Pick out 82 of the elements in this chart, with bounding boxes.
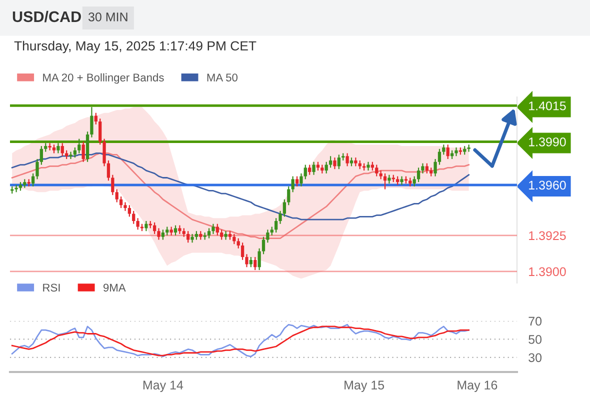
candlestick [128,204,131,218]
y-tick-label: 1.3960 [529,180,566,190]
candlestick [56,142,60,154]
candlestick [308,164,312,176]
candlestick [346,152,349,167]
candlestick [291,176,294,193]
candlestick [161,229,165,240]
candlestick [333,157,336,170]
candlestick [446,144,450,160]
y-tick-label: 1.3990 [529,138,566,146]
candlestick [438,148,442,166]
y-tick-label: 70 [528,316,542,326]
candlestick [258,248,261,271]
candlestick [240,242,244,260]
candlestick [434,158,437,177]
candlestick [212,223,215,235]
candlestick [207,228,211,239]
candlestick [254,256,257,271]
candlestick [216,223,219,236]
candlestick [312,161,316,176]
candlestick [416,167,420,183]
candlestick [115,188,118,203]
candlestick [98,118,102,146]
candlestick [236,238,240,249]
candlestick [304,164,307,180]
candlestick [262,236,266,255]
candlestick [324,161,328,174]
candlestick [375,164,378,177]
x-tick-label: May 15 [344,380,384,392]
candlestick [69,151,72,160]
candlestick [282,198,286,218]
candlestick [278,210,282,224]
candlestick [442,144,446,156]
candlestick [111,174,114,196]
candlestick [157,228,160,240]
candlestick [249,256,252,268]
y-tick-label: 1.3900 [529,267,566,276]
candlestick [106,160,110,182]
candlestick [136,218,140,230]
candlestick [40,145,43,166]
candlestick [132,210,136,224]
candlestick [186,230,190,244]
candlestick [78,138,81,154]
y-tick-label: 50 [528,335,542,344]
candlestick [295,176,299,187]
y-tick-label: 1.3925 [529,231,566,240]
legend-label: RSI [43,284,60,292]
chart-title: USD/CAD [12,10,81,22]
candlestick [425,162,428,174]
candlestick [90,106,94,138]
candlestick [60,142,64,157]
candlestick [412,176,416,187]
candlestick [287,186,290,206]
candlestick [174,224,178,236]
candlestick [220,229,224,240]
candlestick [152,222,156,235]
candlestick [94,112,98,125]
candlestick [245,254,248,268]
candlestick [31,172,35,187]
candlestick [36,158,39,180]
candlestick [190,233,194,244]
candlestick [366,161,370,172]
y-tick-label: 30 [528,353,542,362]
candlestick [337,154,340,170]
y-tick-label: 1.4015 [529,101,566,110]
x-tick-label: May 16 [458,380,498,392]
legend-label: 9MA [103,284,126,292]
candlestick [328,156,332,168]
candlestick [454,146,458,157]
text: 30 MIN [88,12,128,22]
chart-subtitle: Thursday, May 15, 2025 1:17:49 PM CET [14,40,256,54]
legend-label: MA 50 [207,74,238,82]
candlestick [14,184,18,193]
candlestick [300,172,303,187]
legend-label: MA 20 + Bollinger Bands [43,73,164,84]
candlestick [266,229,270,244]
candlestick [119,196,123,209]
candlestick [82,141,85,162]
candlestick [102,138,106,167]
candlestick [421,162,424,174]
x-tick-label: May 14 [143,380,184,392]
candlestick [274,218,278,234]
